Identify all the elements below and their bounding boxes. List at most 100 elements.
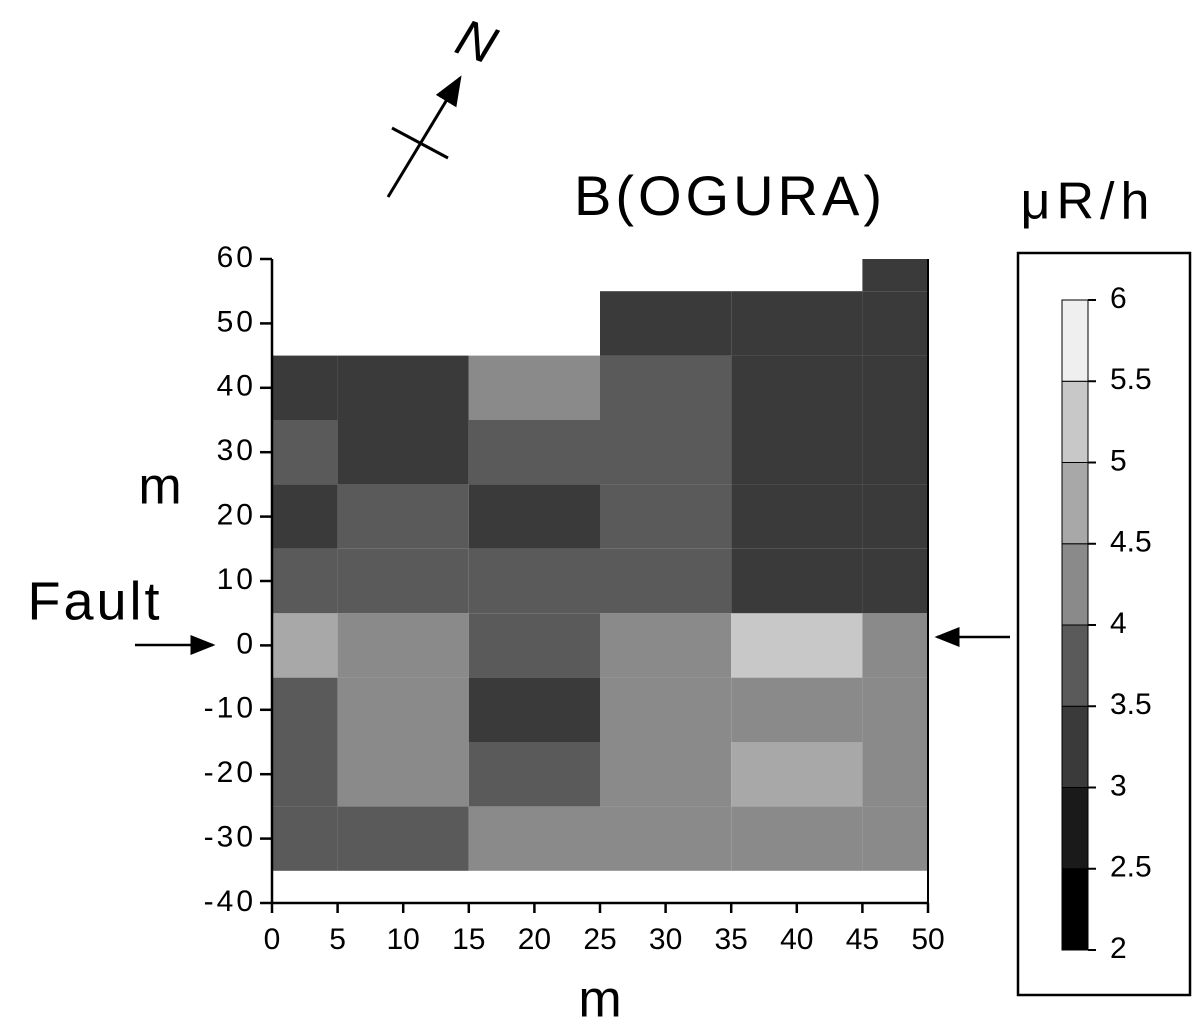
heatmap-cell <box>272 742 338 807</box>
y-tick-label: 30 <box>217 434 256 467</box>
colorbar-tick-label: 4 <box>1110 607 1127 640</box>
heatmap-cell <box>862 677 928 742</box>
heatmap-cell <box>468 484 600 549</box>
heatmap-cell <box>468 548 600 614</box>
colorbar-band <box>1061 543 1089 626</box>
heatmap-cell <box>337 677 469 742</box>
y-tick-label: 60 <box>217 241 256 274</box>
colorbar-tick-label: 5 <box>1110 444 1127 477</box>
colorbar-tick-label: 2 <box>1110 932 1127 965</box>
y-tick-label: 10 <box>217 563 256 596</box>
colorbar-tick-label: 4.5 <box>1110 526 1152 559</box>
heatmap-cell <box>337 548 469 614</box>
north-crossbar <box>391 126 449 160</box>
heatmap-cell <box>600 420 732 485</box>
colorbar-frame <box>1016 251 1192 997</box>
x-tick-label: 25 <box>583 923 616 956</box>
x-tick-label: 35 <box>715 923 748 956</box>
x-tick-label: 40 <box>780 923 813 956</box>
heatmap-cell <box>731 484 863 549</box>
colorbar-band <box>1061 299 1089 382</box>
heatmap-cell <box>272 806 338 871</box>
heatmap-cell <box>862 484 928 549</box>
x-tick-label: 15 <box>452 923 485 956</box>
colorbar-band <box>1061 380 1089 463</box>
x-tick-label: 50 <box>911 923 944 956</box>
north-label: N <box>449 8 505 75</box>
heatmap-cell <box>468 355 600 420</box>
colorbar-band <box>1061 787 1089 870</box>
heatmap-cell <box>600 355 732 420</box>
colorbar-tick-label: 6 <box>1110 282 1127 315</box>
chart-title: B(OGURA) <box>574 164 886 227</box>
heatmap-cell <box>468 677 600 742</box>
x-tick-label: 0 <box>264 923 281 956</box>
y-tick-label: -30 <box>204 821 256 854</box>
colorbar-band <box>1061 624 1089 707</box>
heatmap-cell <box>600 291 732 356</box>
y-tick-label: 0 <box>236 627 256 660</box>
heatmap-cell <box>468 806 600 871</box>
x-tick-label: 5 <box>329 923 346 956</box>
y-tick-label: -10 <box>204 692 256 725</box>
heatmap-cell <box>862 613 928 678</box>
fault-label: Fault <box>27 571 162 631</box>
y-tick-label: -20 <box>204 756 256 789</box>
heatmap-cell <box>731 613 863 678</box>
colorbar-tick-label: 5.5 <box>1110 363 1152 396</box>
heatmap-cell <box>600 548 732 614</box>
heatmap-cell <box>468 420 600 485</box>
heatmap-cell <box>337 742 469 807</box>
heatmap-cell <box>337 613 469 678</box>
x-tick-label: 30 <box>649 923 682 956</box>
heatmap-cell <box>600 613 732 678</box>
heatmap-cell <box>600 677 732 742</box>
heatmap-cell <box>600 742 732 807</box>
heatmap-cell <box>731 420 863 485</box>
heatmap-cell <box>731 677 863 742</box>
y-axis-label: m <box>138 458 181 516</box>
heatmap-cell <box>862 806 928 871</box>
x-tick-label: 10 <box>387 923 420 956</box>
x-tick-label: 45 <box>846 923 879 956</box>
heatmap-cell <box>731 806 863 871</box>
heatmap-cell <box>337 806 469 871</box>
heatmap-cell <box>862 355 928 420</box>
heatmap-cell <box>862 548 928 614</box>
heatmap-cell <box>731 291 863 356</box>
heatmap-cell <box>731 742 863 807</box>
heatmap-cell <box>468 613 600 678</box>
heatmap-cell <box>337 484 469 549</box>
heatmap-cell <box>862 259 928 292</box>
heatmap-cell <box>600 484 732 549</box>
y-tick-label: 40 <box>217 370 256 403</box>
heatmap-cell <box>862 291 928 356</box>
heatmap-cell <box>272 613 338 678</box>
heatmap-cell <box>600 806 732 871</box>
heatmap-cell <box>862 742 928 807</box>
x-axis-label: m <box>578 971 621 1027</box>
x-tick-label: 20 <box>518 923 551 956</box>
north-arrow <box>386 75 462 198</box>
colorbar-label: μR/h <box>1021 173 1156 231</box>
colorbar-band <box>1061 462 1089 545</box>
heatmap-cell <box>337 355 469 420</box>
y-tick-label: 20 <box>217 499 256 532</box>
heatmap-cell <box>862 420 928 485</box>
heatmap-cell <box>731 355 863 420</box>
colorbar-tick-label: 3 <box>1110 769 1127 802</box>
y-tick-label: 50 <box>217 305 256 338</box>
heatmap-cell <box>731 548 863 614</box>
heatmap-cell <box>272 677 338 742</box>
heatmap-cell <box>272 420 338 485</box>
colorbar-tick-label: 2.5 <box>1110 851 1152 884</box>
heatmap-cell <box>337 420 469 485</box>
heatmap-cell <box>272 484 338 549</box>
heatmap-cell <box>272 548 338 614</box>
heatmap-cells <box>272 259 928 871</box>
y-tick-label: -40 <box>204 885 256 918</box>
colorbar-tick-label: 3.5 <box>1110 688 1152 721</box>
colorbar-band <box>1061 705 1089 788</box>
colorbar-band <box>1061 868 1089 951</box>
